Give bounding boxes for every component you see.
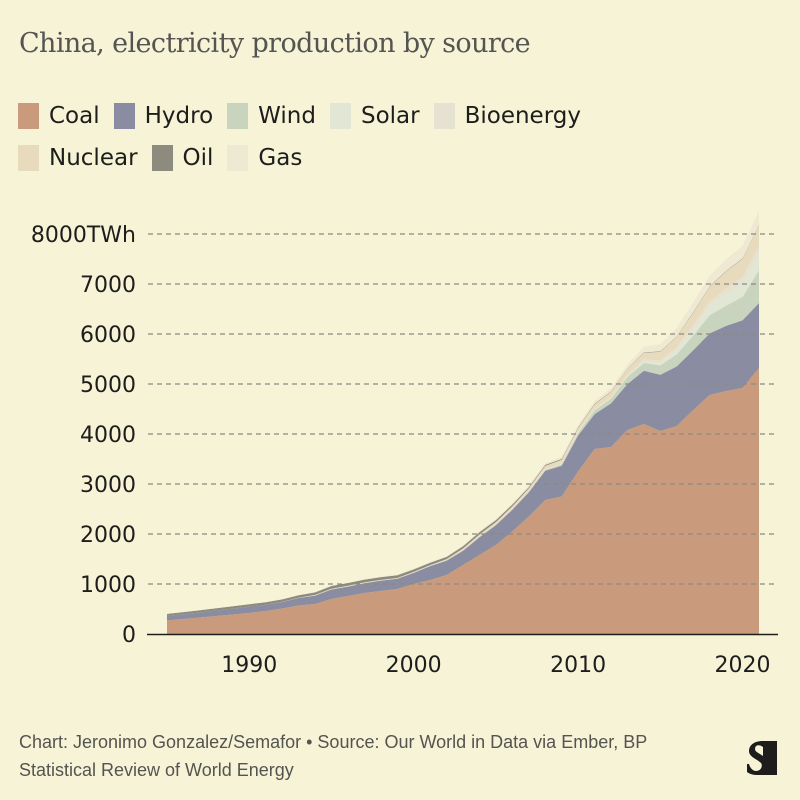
legend-label: Oil [182, 145, 214, 171]
y-tick-label: 1000 [80, 573, 136, 598]
legend-swatch [329, 103, 351, 129]
legend-swatch [227, 103, 249, 129]
y-tick-label: 4000 [80, 423, 136, 448]
y-tick-label: 3000 [80, 473, 136, 498]
area-coal [167, 368, 759, 634]
legend-item-nuclear: Nuclear [18, 145, 138, 171]
y-tick-label: 2000 [80, 523, 136, 548]
legend-label: Nuclear [49, 145, 138, 171]
gridlines [148, 233, 778, 585]
legend-item-oil: Oil [151, 145, 214, 171]
legend-swatch [18, 145, 39, 171]
y-tick-label: 5000 [80, 373, 136, 398]
area-layers [167, 211, 759, 634]
legend-label: Gas [258, 145, 303, 171]
legend-label: Bioenergy [464, 103, 581, 129]
legend-swatch [18, 103, 39, 129]
legend-swatch [151, 145, 173, 171]
y-tick-label: 8000TWh [31, 223, 136, 248]
legend-label: Coal [49, 103, 100, 129]
legend-swatch [113, 103, 135, 129]
semafor-logo-icon [747, 741, 777, 775]
legend-item-wind: Wind [227, 103, 316, 129]
legend-label: Hydro [144, 103, 214, 129]
x-tick-label: 2000 [386, 653, 442, 678]
y-axis: 0 1000 2000 3000 4000 5000 6000 7000 8000TWh [31, 223, 136, 648]
x-tick-label: 2010 [550, 653, 606, 678]
x-axis: 1990 2000 2010 2020 [221, 653, 770, 678]
legend-item-coal: Coal [18, 103, 100, 129]
legend-item-solar: Solar [329, 103, 420, 129]
area-hydro [167, 303, 759, 621]
legend-item-gas: Gas [227, 145, 302, 171]
legend-label: Solar [360, 103, 420, 129]
legend-label: Wind [258, 103, 316, 129]
legend-swatch [227, 145, 249, 171]
credit-line-1: Chart: Jeronimo Gonzalez/Semafor • Sourc… [19, 732, 648, 752]
x-tick-label: 1990 [221, 653, 277, 678]
footer-credit: Chart: Jeronimo Gonzalez/Semafor • Sourc… [19, 728, 739, 784]
y-tick-label: 0 [122, 623, 136, 648]
legend-row-1: Coal Hydro Wind Solar Bioenergy [18, 95, 718, 137]
credit-line-2: Statistical Review of World Energy [19, 760, 294, 780]
x-tick-label: 2020 [715, 653, 771, 678]
y-tick-label: 6000 [80, 323, 136, 348]
legend-row-2: Nuclear Oil Gas [18, 137, 718, 179]
legend-item-hydro: Hydro [113, 103, 214, 129]
y-tick-label: 7000 [80, 273, 136, 298]
legend-swatch [433, 103, 455, 129]
legend-item-bioenergy: Bioenergy [433, 103, 581, 129]
legend: Coal Hydro Wind Solar Bioenergy Nuclear … [18, 95, 718, 179]
chart-title: China, electricity production by source [19, 28, 531, 59]
